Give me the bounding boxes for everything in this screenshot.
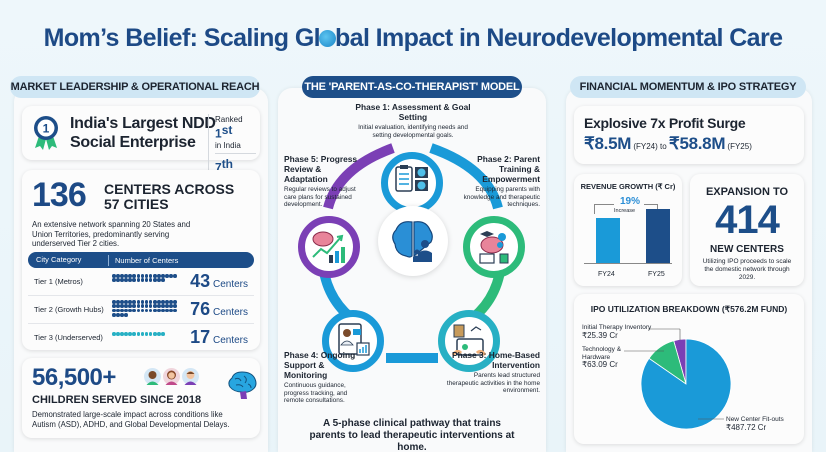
expansion-count: 414 [715, 198, 780, 242]
phase-2-text: Phase 2: Parent Training & Empowerment E… [463, 154, 540, 209]
child-avatar-icon [182, 368, 199, 385]
table-row: Tier 3 (Underserved) 17 Centers [34, 327, 248, 347]
bar-fy24 [596, 218, 620, 264]
profit-values: ₹8.5M (FY24) to ₹58.8M (FY25) [584, 134, 752, 153]
child-avatar-icon [163, 368, 180, 385]
dot-pictogram [112, 300, 180, 318]
parent-brain-center-icon [378, 206, 448, 276]
phase-1-text: Phase 1: Assessment & Goal Setting Initi… [355, 102, 471, 139]
dot-pictogram [112, 274, 180, 283]
centers-count: 136 [32, 176, 87, 214]
children-served-card: 56,500+ CHILDREN SERVED SINCE 2018 Demon… [22, 358, 260, 438]
model-summary: A 5-phase clinical pathway that trains p… [309, 418, 515, 452]
pie-label-technology: Technology & Hardware ₹63.09 Cr [582, 346, 622, 369]
therapist-model-panel: THE 'PARENT-AS-CO-THERAPIST' MODEL Phase… [278, 76, 546, 452]
children-avatars [144, 368, 201, 390]
section-header: MARKET LEADERSHIP & OPERATIONAL REACH [10, 76, 260, 98]
brain-icon [228, 371, 257, 399]
growth-label: Increase [614, 208, 636, 214]
pie-label-inventory: Initial Therapy Inventory ₹25.39 Cr [582, 324, 652, 340]
bracket-left [594, 204, 614, 214]
bar-fy25 [646, 209, 670, 264]
phase-3-home-intervention-icon [438, 310, 500, 372]
phase-1-assessment-icon [381, 152, 443, 214]
growth-percent: 19% [620, 196, 641, 207]
section-header: FINANCIAL MOMENTUM & IPO STRATEGY [570, 76, 806, 98]
phase-3-text: Phase 3: Home-Based Intervention Parents… [446, 350, 540, 395]
centers-label: CENTERS ACROSS 57 CITIES [104, 181, 235, 212]
centers-card: 136 CENTERS ACROSS 57 CITIES An extensiv… [22, 170, 260, 350]
table-row: Tier 2 (Growth Hubs) 76 Centers [28, 296, 254, 324]
table-header: City Category Number of Centers [28, 252, 254, 268]
phase-4-monitoring-icon [322, 310, 384, 372]
dot-pictogram [112, 332, 180, 336]
medal-icon: 1 [34, 116, 58, 150]
bracket-right [644, 204, 658, 210]
pie-callout-lines [624, 328, 724, 420]
profit-surge-card: Explosive 7x Profit Surge ₹8.5M (FY24) t… [574, 106, 804, 164]
children-label: CHILDREN SERVED SINCE 2018 [32, 394, 202, 406]
child-avatar-icon [144, 368, 161, 385]
financial-panel: FINANCIAL MOMENTUM & IPO STRATEGY Explos… [566, 76, 812, 452]
phase-5-text: Phase 5: Progress Review & Adaptation Re… [284, 154, 358, 209]
section-header: THE 'PARENT-AS-CO-THERAPIST' MODEL [302, 76, 522, 98]
table-row: Tier 1 (Metros) 43 Centers [28, 268, 254, 296]
ipo-utilization-chart: IPO UTILIZATION BREAKDOWN (₹576.2M FUND)… [574, 294, 804, 444]
pie-chart [640, 338, 732, 430]
expansion-card: EXPANSION TO 414 NEW CENTERS Utilizing I… [690, 174, 804, 286]
x-axis [584, 263, 672, 264]
pie-slice [640, 338, 732, 430]
market-leadership-panel: MARKET LEADERSHIP & OPERATIONAL REACH 1 … [10, 76, 268, 452]
page-title: Mom’s Belief: Scaling Gl bal Impact in Ne… [43, 24, 783, 52]
rank-title: India's Largest NDD Social Enterprise [70, 115, 216, 151]
centers-description: An extensive network spanning 20 States … [32, 220, 191, 248]
ranking-card: 1 India's Largest NDD Social Enterprise … [22, 106, 260, 184]
phase-5-progress-review-icon [298, 216, 360, 278]
pie-label-fitouts: New Center Fit-outs ₹487.72 Cr [726, 416, 784, 432]
brain-globe-icon [319, 30, 337, 47]
svg-text:1: 1 [43, 122, 50, 136]
revenue-growth-chart: REVENUE GROWTH (₹ Cr) 19% Increase 30.6 … [574, 174, 682, 286]
phase-4-text: Phase 4: Ongoing Support & Monitoring Co… [284, 350, 356, 405]
phase-2-training-icon [463, 216, 525, 278]
children-description: Demonstrated large-scale impact across c… [32, 410, 230, 429]
children-count: 56,500+ [32, 364, 116, 391]
